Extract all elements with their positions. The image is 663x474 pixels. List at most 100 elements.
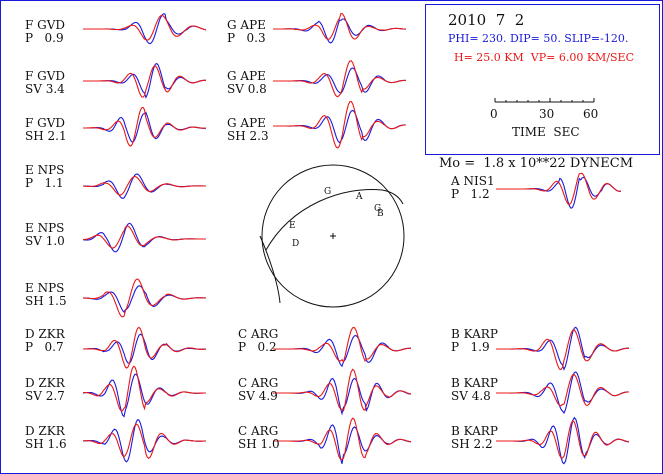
- observed-trace: [273, 377, 412, 416]
- depth-velocity: H= 25.0 KM VP= 6.00 KM/SEC: [454, 51, 634, 64]
- label-d-zkr-sv: D ZKR SV 2.7: [25, 377, 65, 403]
- observed-trace: [83, 333, 206, 364]
- waveform-c-arg-p: [273, 326, 411, 368]
- label-g-ape-sv: G APE SV 0.8: [227, 70, 267, 96]
- station-name: D ZKR: [25, 327, 65, 341]
- waveform-g-ape-sh: [273, 100, 407, 149]
- waveform-d-zkr-p: [82, 326, 206, 369]
- waveform-e-nps-sv: [82, 222, 206, 253]
- synthetic-trace: [83, 65, 206, 98]
- synthetic-trace: [273, 60, 406, 98]
- label-f-gvd-p: F GVD P 0.9: [25, 19, 65, 45]
- label-d-zkr-sh: D ZKR SH 1.6: [25, 425, 67, 451]
- label-e-nps-sh: E NPS SH 1.5: [25, 282, 67, 308]
- sphere-outline: [261, 164, 405, 308]
- mechanism-params: PHI= 230. DIP= 50. SLIP=-120.: [448, 32, 629, 45]
- label-a-nis1-p: A NIS1 P 1.2: [451, 175, 495, 201]
- component-amp: P 0.7: [25, 340, 64, 354]
- waveform-e-nps-sh: [82, 278, 206, 318]
- component-amp: P 0.3: [227, 31, 266, 45]
- waveform-g-ape-sv: [273, 60, 406, 98]
- sphere-station-d: D: [292, 239, 299, 249]
- observed-trace: [82, 222, 206, 253]
- synthetic-trace: [82, 225, 206, 249]
- time-tick-label-30: 30: [539, 107, 555, 121]
- station-name: A NIS1: [451, 174, 495, 188]
- observed-trace: [273, 18, 407, 44]
- label-c-arg-sv: C ARG SV 4.9: [238, 377, 278, 403]
- sphere-station-a: A: [355, 192, 363, 202]
- component-amp: P 1.1: [25, 176, 64, 190]
- waveform-f-gvd-sv: [83, 62, 206, 99]
- station-name: F GVD: [25, 69, 66, 83]
- waveform-a-nis1-p: [496, 172, 622, 209]
- station-name: E NPS: [25, 281, 65, 295]
- component-amp: SV 2.7: [25, 389, 65, 403]
- synthetic-trace: [83, 14, 207, 41]
- component-amp: SH 2.1: [25, 129, 67, 143]
- component-amp: SH 2.2: [451, 437, 493, 451]
- time-axis-label: TIME SEC: [512, 125, 580, 139]
- waveform-f-gvd-sh: [83, 106, 206, 147]
- station-name: G APE: [227, 69, 266, 83]
- observed-trace: [83, 111, 206, 143]
- synthetic-trace: [496, 329, 629, 371]
- component-amp: SV 3.4: [25, 82, 65, 96]
- station-name: E NPS: [25, 163, 65, 177]
- waveform-g-ape-p: [273, 12, 407, 44]
- synthetic-trace: [273, 368, 412, 412]
- event-info-box: 2010 7 2 PHI= 230. DIP= 50. SLIP=-120. H…: [425, 4, 660, 155]
- label-f-gvd-sv: F GVD SV 3.4: [25, 70, 65, 96]
- component-amp: P 0.2: [238, 340, 277, 354]
- component-amp: SV 4.9: [238, 389, 278, 403]
- component-amp: P 0.9: [25, 31, 64, 45]
- waveform-b-karp-sv: [496, 371, 630, 414]
- synthetic-trace: [82, 365, 206, 412]
- component-amp: SV 4.8: [451, 389, 491, 403]
- station-name: E NPS: [25, 221, 65, 235]
- synthetic-trace: [82, 326, 206, 369]
- synthetic-trace: [273, 100, 406, 149]
- synthetic-trace: [496, 419, 630, 459]
- component-amp: P 1.2: [451, 187, 490, 201]
- event-date: 2010 7 2: [448, 11, 525, 29]
- label-b-karp-sv: B KARP SV 4.8: [451, 377, 498, 403]
- station-name: G APE: [227, 18, 266, 32]
- synthetic-trace: [273, 326, 411, 364]
- waveform-f-gvd-p: [83, 13, 207, 45]
- station-name: B KARP: [451, 424, 498, 438]
- component-amp: SH 1.5: [25, 294, 67, 308]
- station-name: C ARG: [238, 327, 279, 341]
- waveform-d-zkr-sh: [82, 418, 207, 463]
- sphere-station-e: E: [289, 221, 296, 231]
- station-name: B KARP: [451, 327, 498, 341]
- waveform-b-karp-sh: [496, 416, 630, 465]
- nodal-plane-1: [265, 188, 404, 251]
- station-name: C ARG: [238, 424, 279, 438]
- seismic-moment: Mo = 1.8 x 10**22 DYNECM: [439, 156, 634, 171]
- synthetic-trace: [273, 12, 407, 40]
- component-amp: P 1.9: [451, 340, 490, 354]
- station-name: B KARP: [451, 376, 498, 390]
- synthetic-trace: [83, 423, 207, 459]
- label-b-karp-p: B KARP P 1.9: [451, 328, 498, 354]
- synthetic-trace: [496, 172, 622, 206]
- component-amp: SV 1.0: [25, 234, 65, 248]
- synthetic-trace: [496, 374, 629, 407]
- label-g-ape-sh: G APE SH 2.3: [227, 117, 269, 143]
- label-g-ape-p: G APE P 0.3: [227, 19, 266, 45]
- station-name: F GVD: [25, 18, 66, 32]
- waveform-d-zkr-sv: [82, 365, 206, 418]
- focal-sphere: G A G B E D: [259, 164, 405, 308]
- label-c-arg-sh: C ARG SH 1.0: [238, 425, 280, 451]
- station-name: D ZKR: [25, 424, 65, 438]
- sphere-station-g2: G: [374, 204, 381, 214]
- station-name: C ARG: [238, 376, 279, 390]
- observed-trace: [273, 334, 411, 368]
- label-e-nps-p: E NPS P 1.1: [25, 164, 64, 190]
- waveform-b-karp-p: [496, 326, 629, 371]
- label-e-nps-sv: E NPS SV 1.0: [25, 222, 65, 248]
- label-b-karp-sh: B KARP SH 2.2: [451, 425, 498, 451]
